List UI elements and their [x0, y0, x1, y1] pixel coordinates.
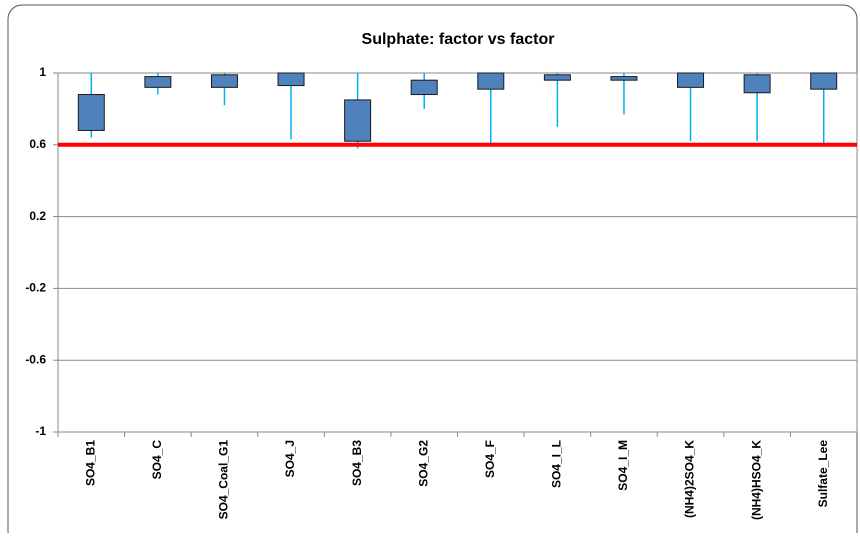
- x-tick-label: Sulfate_Lee: [816, 440, 830, 508]
- x-tick-label: SO4_J: [283, 440, 297, 477]
- box: [410, 79, 438, 96]
- y-tick-label: -0.6: [25, 352, 46, 366]
- y-tick-label: 1: [39, 65, 46, 79]
- y-tick-label: 0.2: [29, 209, 46, 223]
- y-tick-label: 0.6: [29, 137, 46, 151]
- y-tick-label: -0.2: [25, 281, 46, 295]
- box: [543, 74, 571, 81]
- box: [277, 72, 305, 87]
- box: [477, 72, 505, 90]
- box: [77, 94, 105, 131]
- x-tick-label: SO4_B1: [83, 440, 97, 486]
- box: [810, 72, 838, 90]
- box: [610, 76, 638, 81]
- x-tick-label: SO4_Coal_G1: [217, 440, 231, 520]
- y-tick-label: -1: [35, 424, 46, 438]
- x-tick-label: SO4_I_L: [550, 440, 564, 488]
- x-tick-label: SO4_G2: [416, 440, 430, 487]
- box: [344, 99, 372, 142]
- box: [210, 74, 238, 88]
- x-tick-label: SO4_F: [483, 440, 497, 478]
- box: [144, 76, 172, 88]
- chart-title: Sulphate: factor vs factor: [362, 31, 555, 48]
- x-tick-label: SO4_B3: [350, 440, 364, 486]
- x-tick-label: (NH4)HSO4_K: [749, 440, 763, 520]
- x-tick-label: (NH4)2SO4_K: [683, 440, 697, 518]
- box: [677, 72, 705, 88]
- x-tick-label: SO4_C: [150, 440, 164, 480]
- x-tick-label: SO4_I_M: [616, 440, 630, 491]
- box: [743, 74, 771, 94]
